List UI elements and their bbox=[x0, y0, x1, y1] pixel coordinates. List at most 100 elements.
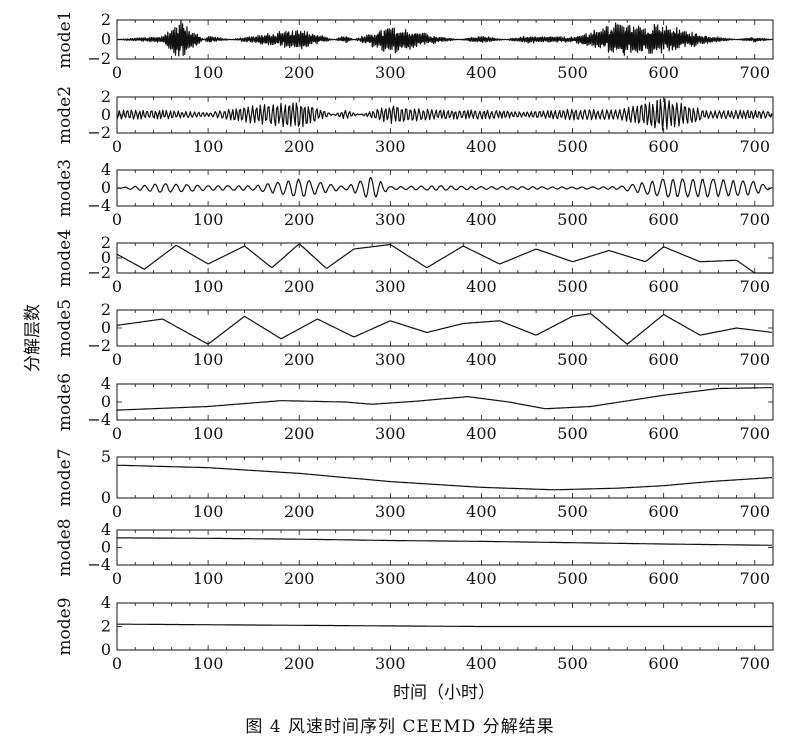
mode9-label: mode9 bbox=[55, 597, 75, 655]
mode4-series-line bbox=[116, 243, 772, 274]
x-axis-label: 时间（小时） bbox=[393, 683, 495, 703]
mode5-xtick-label: 200 bbox=[284, 350, 315, 369]
mode5-ytick-label: 2 bbox=[101, 300, 111, 319]
mode3-xtick-label: 200 bbox=[284, 210, 315, 229]
mode7-ytick-label: 0 bbox=[101, 488, 111, 507]
mode4-xtick-label: 0 bbox=[112, 277, 122, 296]
mode4-xtick-label: 600 bbox=[648, 277, 679, 296]
mode5-xtick-label: 500 bbox=[557, 350, 588, 369]
mode4-ytick-label: 0 bbox=[101, 248, 111, 267]
mode6-xtick-label: 300 bbox=[375, 424, 406, 443]
mode1-ytick-label: −2 bbox=[87, 49, 111, 68]
mode3-label: mode3 bbox=[55, 159, 75, 217]
panel-mode7: 0 100 200 300 400 500 600 700 0 5 mode7 bbox=[55, 447, 774, 521]
mode8-xtick-label: 0 bbox=[112, 569, 122, 588]
mode9-xtick-label: 600 bbox=[648, 654, 679, 673]
mode2-xtick-label: 500 bbox=[557, 137, 588, 156]
mode9-xtick-label: 400 bbox=[466, 654, 497, 673]
mode9-xtick-label: 100 bbox=[193, 654, 224, 673]
mode2-xtick-label: 600 bbox=[648, 137, 679, 156]
mode2-label: mode2 bbox=[55, 86, 75, 144]
mode4-label: mode4 bbox=[55, 229, 75, 287]
mode2-series-line bbox=[116, 98, 773, 131]
mode9-ytick-label: 4 bbox=[101, 593, 111, 612]
mode6-xtick-label: 500 bbox=[557, 424, 588, 443]
mode7-frame bbox=[116, 456, 774, 499]
mode4-ytick-label: −2 bbox=[87, 263, 111, 282]
mode7-xtick-label: 400 bbox=[466, 502, 497, 521]
mode1-xtick-label: 600 bbox=[648, 63, 679, 82]
mode7-xtick-label: 0 bbox=[112, 502, 122, 521]
mode5-xtick-label: 300 bbox=[375, 350, 406, 369]
mode8-xtick-label: 600 bbox=[648, 569, 679, 588]
mode5-xtick-label: 400 bbox=[466, 350, 497, 369]
mode4-xtick-label: 300 bbox=[375, 277, 406, 296]
mode9-xtick-label: 300 bbox=[375, 654, 406, 673]
mode2-xtick-label: 0 bbox=[112, 137, 122, 156]
mode7-xtick-label: 100 bbox=[193, 502, 224, 521]
mode9-series-line bbox=[116, 623, 772, 628]
mode3-xtick-label: 500 bbox=[557, 210, 588, 229]
mode8-label: mode8 bbox=[55, 518, 75, 576]
mode4-ytick-label: 2 bbox=[101, 233, 111, 252]
mode3-xtick-label: 400 bbox=[466, 210, 497, 229]
mode6-ytick-label: 4 bbox=[101, 374, 111, 393]
mode8-xtick-label: 300 bbox=[375, 569, 406, 588]
mode2-ytick-label: −2 bbox=[87, 123, 111, 142]
mode1-label: mode1 bbox=[55, 10, 75, 68]
mode8-series-line bbox=[117, 537, 772, 546]
mode1-xtick-label: 200 bbox=[284, 63, 315, 82]
mode6-ytick-label: 0 bbox=[101, 392, 111, 411]
mode7-xtick-label: 200 bbox=[284, 502, 315, 521]
mode8-ytick-label: −4 bbox=[87, 555, 111, 574]
mode2-xtick-label: 100 bbox=[193, 137, 224, 156]
mode3-ytick-label: 4 bbox=[101, 160, 111, 179]
mode2-ytick-label: 0 bbox=[101, 105, 111, 124]
mode2-xtick-label: 400 bbox=[466, 137, 497, 156]
mode6-ytick-label: −4 bbox=[87, 410, 111, 429]
mode9-xtick-label: 200 bbox=[284, 654, 315, 673]
mode3-ytick-label: −4 bbox=[87, 196, 111, 215]
mode6-xtick-label: 400 bbox=[466, 424, 497, 443]
mode1-xtick-label: 0 bbox=[112, 63, 122, 82]
mode3-xtick-label: 700 bbox=[740, 210, 771, 229]
mode7-label: mode7 bbox=[55, 448, 75, 506]
mode7-ytick-label: 5 bbox=[101, 447, 111, 466]
mode1-xtick-label: 100 bbox=[193, 63, 224, 82]
mode9-ytick-label: 0 bbox=[101, 640, 111, 659]
mode2-xtick-label: 700 bbox=[740, 137, 771, 156]
mode5-xtick-label: 700 bbox=[740, 350, 771, 369]
mode6-xtick-label: 600 bbox=[648, 424, 679, 443]
mode1-xtick-label: 700 bbox=[740, 63, 771, 82]
mode1-series-line bbox=[116, 19, 773, 57]
mode7-xtick-label: 700 bbox=[740, 502, 771, 521]
mode3-ytick-label: 0 bbox=[101, 178, 111, 197]
mode9-ytick-label: 2 bbox=[101, 617, 111, 636]
mode6-xtick-label: 700 bbox=[740, 424, 771, 443]
mode5-ytick-label: 0 bbox=[101, 318, 111, 337]
mode1-xtick-label: 500 bbox=[557, 63, 588, 82]
mode4-xtick-label: 700 bbox=[740, 277, 771, 296]
mode8-frame bbox=[116, 529, 774, 566]
mode2-xtick-label: 200 bbox=[284, 137, 315, 156]
mode2-xtick-label: 300 bbox=[375, 137, 406, 156]
mode1-xtick-label: 300 bbox=[375, 63, 406, 82]
mode2-ytick-label: 2 bbox=[101, 87, 111, 106]
mode9-xtick-label: 700 bbox=[740, 654, 771, 673]
mode6-xtick-label: 0 bbox=[112, 424, 122, 443]
mode5-xtick-label: 0 bbox=[112, 350, 122, 369]
mode6-xtick-label: 200 bbox=[284, 424, 315, 443]
mode3-xtick-label: 300 bbox=[375, 210, 406, 229]
mode4-frame bbox=[116, 242, 774, 274]
mode4-xtick-label: 200 bbox=[284, 277, 315, 296]
mode8-xtick-label: 100 bbox=[193, 569, 224, 588]
mode8-xtick-label: 400 bbox=[466, 569, 497, 588]
mode5-ytick-label: −2 bbox=[87, 336, 111, 355]
mode7-xtick-label: 500 bbox=[557, 502, 588, 521]
